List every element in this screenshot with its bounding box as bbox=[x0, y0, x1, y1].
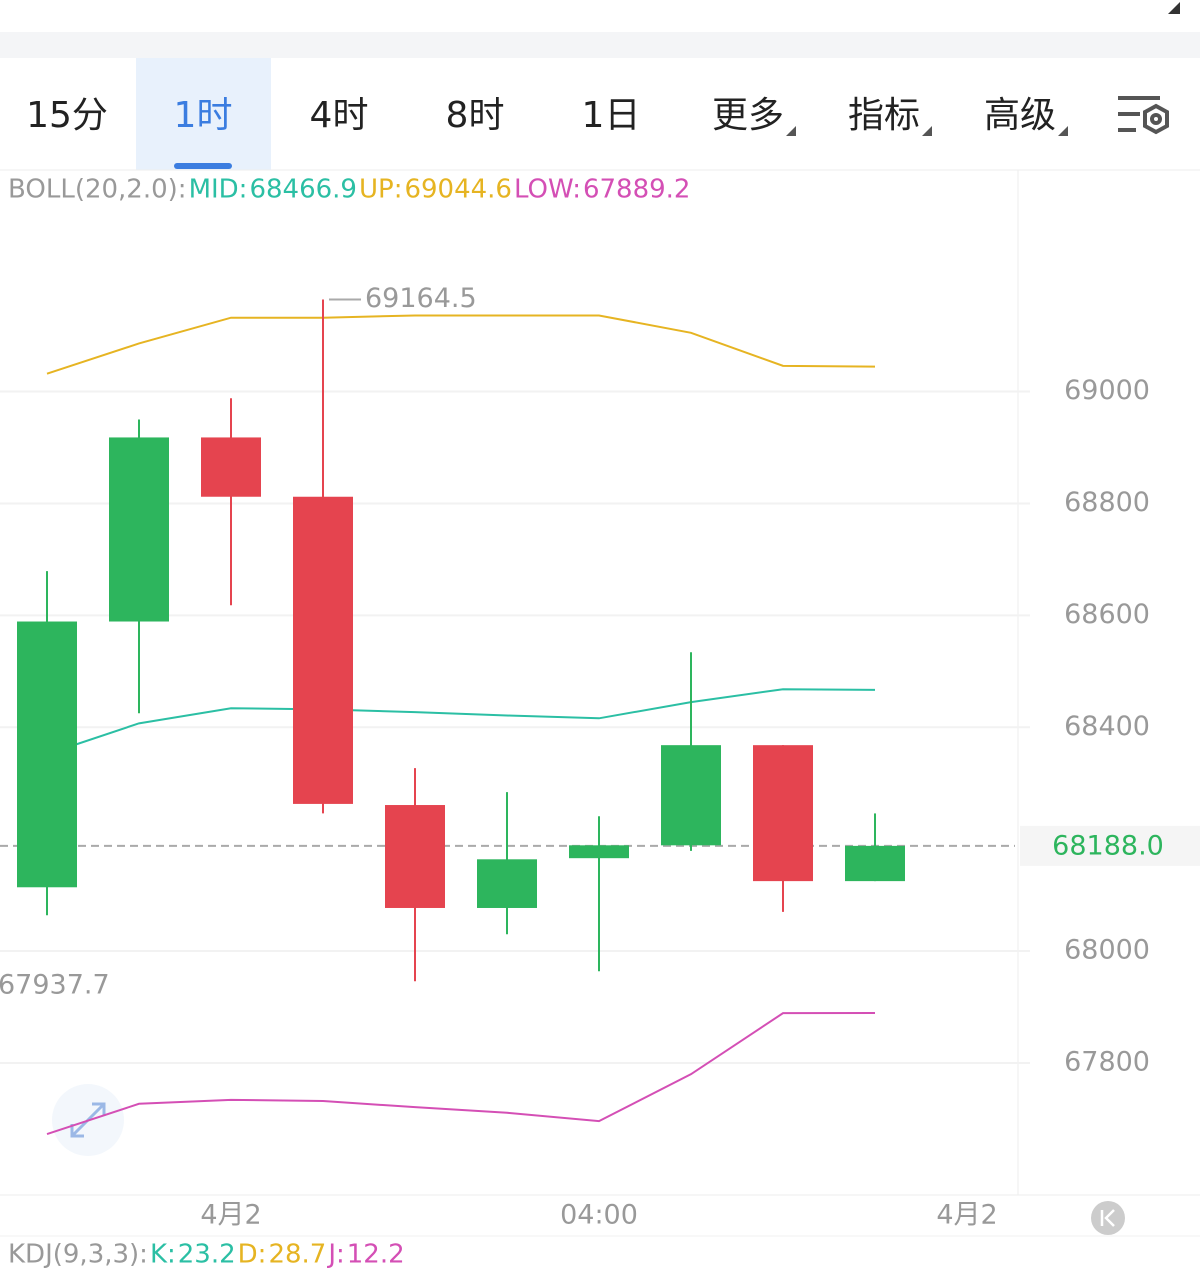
candle-body bbox=[753, 745, 813, 882]
tab[interactable]: 4时 bbox=[310, 95, 369, 136]
tab[interactable]: 指标 bbox=[848, 95, 920, 136]
candle-body bbox=[845, 845, 905, 882]
scroll-latest-icon bbox=[1100, 1209, 1115, 1227]
min-label: 67937.7 bbox=[0, 969, 110, 1000]
scroll-latest-button[interactable] bbox=[1091, 1201, 1125, 1235]
candle-body bbox=[385, 805, 445, 908]
tab[interactable]: 8时 bbox=[446, 95, 505, 136]
tab[interactable]: 1日 bbox=[582, 95, 641, 136]
tab[interactable]: 15分 bbox=[26, 95, 108, 136]
settings-icon[interactable] bbox=[1118, 96, 1169, 135]
legend-name: LOW: bbox=[514, 175, 581, 205]
dropdown-caret bbox=[922, 126, 932, 136]
kdj-title: KDJ(9,3,3): bbox=[8, 1240, 148, 1270]
dropdown-caret bbox=[1058, 126, 1068, 136]
legend-value: 69044.6 bbox=[404, 175, 512, 205]
boll-line bbox=[46, 314, 876, 375]
candle-body bbox=[109, 437, 169, 622]
candle-body bbox=[569, 845, 629, 859]
active-tab-indicator bbox=[174, 163, 232, 169]
y-tick-label: 68400 bbox=[1064, 711, 1150, 742]
kdj-name: J: bbox=[326, 1240, 344, 1270]
y-tick-label: 68000 bbox=[1064, 935, 1150, 966]
x-tick-label: 04:00 bbox=[560, 1200, 638, 1231]
dropdown-caret bbox=[786, 126, 796, 136]
kdj-value: 12.2 bbox=[347, 1240, 405, 1270]
x-tick-label: 4月2 bbox=[200, 1200, 261, 1231]
indicator-title: BOLL(20,2.0): bbox=[8, 175, 187, 205]
kdj-value: 23.2 bbox=[178, 1240, 236, 1270]
legend-value: 68466.9 bbox=[249, 175, 357, 205]
kdj-name: K: bbox=[150, 1240, 176, 1270]
legend-value: 67889.2 bbox=[583, 175, 691, 205]
candle-body bbox=[17, 621, 77, 888]
tab[interactable]: 高级 bbox=[984, 95, 1056, 136]
active-tab-bg bbox=[136, 58, 271, 170]
x-tick-label: 4月2 bbox=[936, 1200, 997, 1231]
candle-body bbox=[293, 496, 353, 804]
current-price-label: 68188.0 bbox=[1052, 830, 1164, 861]
y-tick-label: 67800 bbox=[1064, 1046, 1150, 1077]
kdj-value: 28.7 bbox=[268, 1240, 326, 1270]
kdj-name: D: bbox=[238, 1240, 267, 1270]
candle-body bbox=[477, 859, 537, 908]
y-tick-label: 68600 bbox=[1064, 599, 1150, 630]
y-tick-label: 69000 bbox=[1064, 375, 1150, 406]
max-label: 69164.5 bbox=[365, 283, 477, 314]
legend-name: UP: bbox=[359, 175, 402, 205]
top-band bbox=[0, 32, 1200, 58]
corner-icon bbox=[1168, 2, 1180, 14]
tab[interactable]: 更多 bbox=[712, 95, 784, 136]
tab[interactable]: 1时 bbox=[174, 95, 233, 136]
current-price-bg bbox=[1020, 825, 1200, 866]
y-tick-label: 68800 bbox=[1064, 487, 1150, 518]
boll-line bbox=[46, 688, 876, 756]
legend-name: MID: bbox=[189, 175, 248, 205]
candle-body bbox=[201, 437, 261, 497]
candle-body bbox=[661, 745, 721, 846]
boll-line bbox=[46, 1012, 876, 1135]
